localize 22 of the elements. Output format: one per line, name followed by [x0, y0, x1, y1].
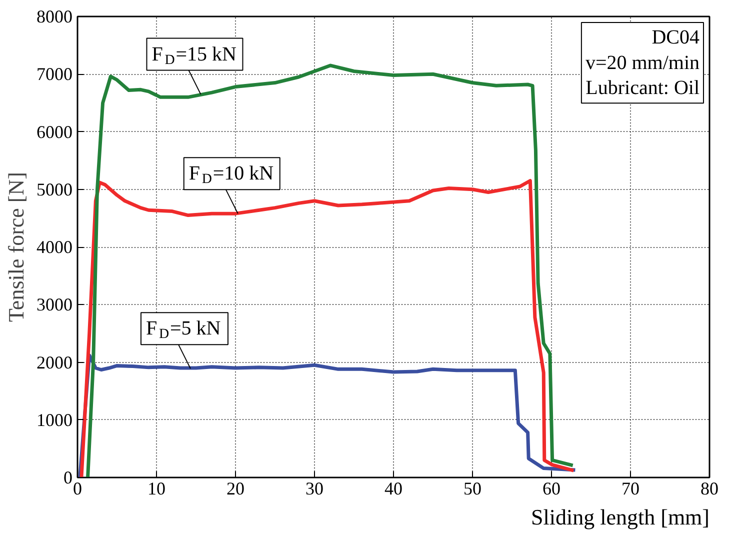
annotation: DC04 — [652, 26, 700, 48]
annotation: Lubricant: Oil — [586, 77, 700, 100]
x-tick-label: 20 — [226, 478, 244, 498]
line-series — [86, 64, 575, 478]
y-axis-title: Tensile force [N] — [4, 172, 28, 322]
x-tick-label: 30 — [306, 478, 324, 498]
y-tick-label: 7000 — [36, 64, 72, 84]
x-tick-label: 80 — [700, 478, 718, 498]
annotation: v=20 mm/min — [585, 52, 700, 74]
x-tick-label: 10 — [148, 478, 166, 498]
x-tick-label: 40 — [384, 478, 402, 498]
y-tick-label: 1000 — [36, 410, 72, 430]
y-tick-label: 3000 — [36, 294, 72, 315]
y-tick-label: 2000 — [36, 352, 72, 372]
y-tick-label: 5000 — [36, 179, 72, 200]
x-tick-label: 70 — [622, 478, 640, 498]
x-axis-title: Sliding length [mm] — [531, 504, 710, 530]
y-tick-label: 4000 — [36, 237, 72, 257]
x-tick-label: 50 — [464, 478, 482, 498]
y-tick-label: 8000 — [36, 6, 72, 26]
x-tick-label: 60 — [542, 478, 560, 498]
y-tick-label: 6000 — [36, 122, 72, 142]
